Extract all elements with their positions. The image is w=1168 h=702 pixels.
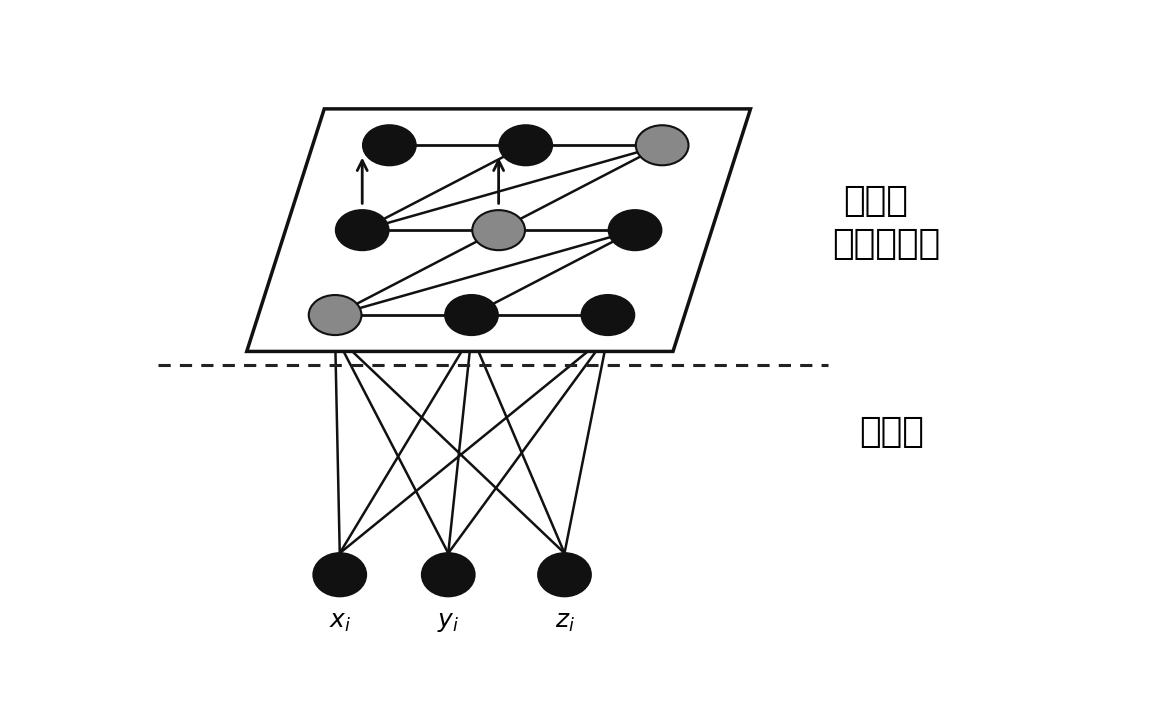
Ellipse shape xyxy=(609,210,661,250)
Ellipse shape xyxy=(500,125,552,165)
Ellipse shape xyxy=(582,295,634,335)
Ellipse shape xyxy=(422,553,474,596)
Text: $y_i$: $y_i$ xyxy=(437,610,459,634)
Text: $z_i$: $z_i$ xyxy=(555,610,575,634)
Ellipse shape xyxy=(313,553,366,596)
Ellipse shape xyxy=(635,125,688,165)
Text: （竞争层）: （竞争层） xyxy=(832,227,940,260)
Ellipse shape xyxy=(308,295,361,335)
Ellipse shape xyxy=(336,210,389,250)
Text: $x_i$: $x_i$ xyxy=(328,610,350,634)
Polygon shape xyxy=(246,109,751,352)
Text: 输出层: 输出层 xyxy=(843,185,909,218)
Text: 输入层: 输入层 xyxy=(858,416,924,449)
Ellipse shape xyxy=(445,295,498,335)
Ellipse shape xyxy=(363,125,416,165)
Ellipse shape xyxy=(472,210,524,250)
Ellipse shape xyxy=(538,553,591,596)
